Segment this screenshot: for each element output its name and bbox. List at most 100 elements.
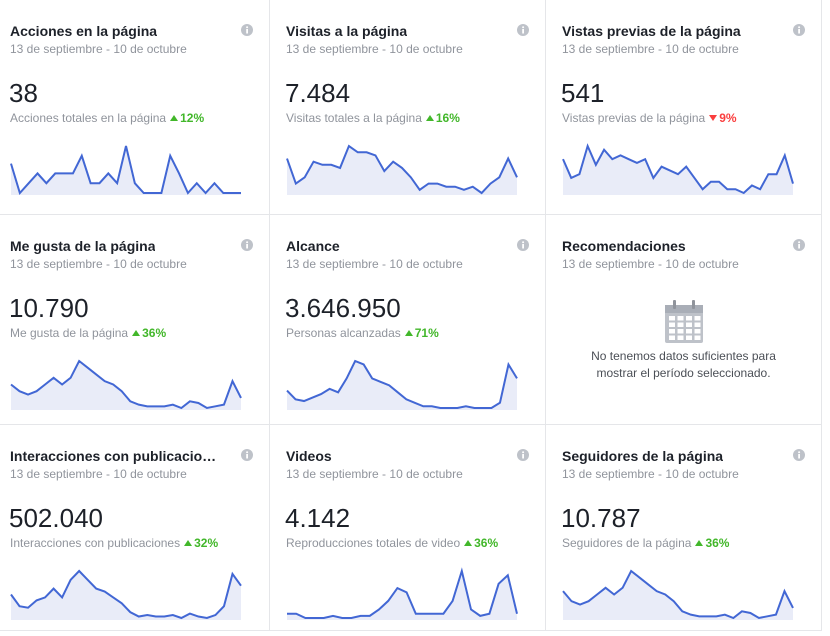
card-title: Videos bbox=[286, 448, 332, 464]
metric-name: Personas alcanzadas bbox=[286, 326, 401, 340]
change-arrow bbox=[132, 330, 141, 336]
card-date: 13 de septiembre - 10 de octubre bbox=[562, 257, 739, 271]
sparkline-line bbox=[10, 569, 242, 620]
card: Interacciones con publicacio… 13 de septi… bbox=[0, 425, 270, 631]
change: 32% bbox=[184, 536, 218, 550]
sparkline bbox=[287, 567, 518, 620]
sparkline-area bbox=[287, 361, 517, 410]
sparkline-area bbox=[11, 146, 241, 195]
change-percent: 32% bbox=[194, 536, 219, 550]
change: 9% bbox=[709, 111, 737, 125]
change-percent: 12% bbox=[180, 111, 205, 125]
sparkline-line bbox=[562, 143, 794, 195]
metric-name: Seguidores de la página bbox=[562, 536, 692, 550]
metric-name: Me gusta de la página bbox=[10, 326, 129, 340]
card-date: 13 de septiembre - 10 de octubre bbox=[562, 467, 739, 481]
metric-name: Vistas previas de la página bbox=[562, 111, 706, 125]
change: 36% bbox=[464, 536, 498, 550]
card-date: 13 de septiembre - 10 de octubre bbox=[10, 42, 187, 56]
info-icon bbox=[517, 239, 529, 251]
card-date: 13 de septiembre - 10 de octubre bbox=[286, 257, 463, 271]
metric-label: Visitas totales a la página 16% bbox=[286, 111, 460, 125]
sparkline bbox=[10, 359, 242, 410]
info-icon bbox=[793, 239, 805, 251]
sparkline-area bbox=[11, 361, 241, 410]
sparkline-line bbox=[10, 145, 241, 195]
metric-value: 4.142 bbox=[285, 503, 351, 533]
metric-label: Reproducciones totales de video 36% bbox=[286, 536, 498, 550]
card-title: Visitas a la página bbox=[286, 23, 408, 39]
change-percent: 36% bbox=[705, 536, 730, 550]
sparkline-line bbox=[286, 144, 518, 195]
info-icon bbox=[241, 239, 253, 251]
metric-value: 541 bbox=[561, 78, 605, 108]
metric-name: Reproducciones totales de video bbox=[286, 536, 461, 550]
card: Acciones en la página 13 de septiembre - … bbox=[0, 0, 270, 215]
change: 36% bbox=[695, 536, 729, 550]
card-date: 13 de septiembre - 10 de octubre bbox=[286, 467, 463, 481]
metric-value: 38 bbox=[9, 78, 38, 108]
info-icon bbox=[793, 24, 805, 36]
message-line: No tenemos datos suficientes para bbox=[591, 349, 776, 363]
card-date: 13 de septiembre - 10 de octubre bbox=[10, 467, 187, 481]
metric-label: Interacciones con publicaciones 32% bbox=[10, 536, 218, 550]
card-title: Alcance bbox=[286, 238, 340, 254]
metric-value: 10.790 bbox=[9, 293, 89, 323]
change-percent: 36% bbox=[474, 536, 499, 550]
metric-label: Vistas previas de la página 9% bbox=[562, 111, 737, 125]
metric-name: Acciones totales en la página bbox=[10, 111, 167, 125]
sparkline bbox=[286, 144, 518, 195]
card-title: Acciones en la página bbox=[10, 23, 158, 39]
change-percent: 71% bbox=[414, 326, 439, 340]
metric-value: 3.646.950 bbox=[285, 293, 401, 323]
metric-value: 502.040 bbox=[9, 503, 103, 533]
card: Alcance 13 de septiembre - 10 de octubre 3… bbox=[270, 215, 546, 425]
change: 12% bbox=[170, 111, 204, 125]
card: Visitas a la página 13 de septiembre - 10… bbox=[270, 0, 546, 215]
info-icon bbox=[517, 449, 529, 461]
sparkline-line bbox=[287, 567, 518, 619]
change-percent: 16% bbox=[435, 111, 460, 125]
card-date: 13 de septiembre - 10 de octubre bbox=[286, 42, 463, 56]
info-icon bbox=[793, 449, 805, 461]
card: Recomendaciones 13 de septiembre - 10 de … bbox=[546, 215, 822, 425]
metric-value: 7.484 bbox=[285, 78, 351, 108]
metric-name: Visitas totales a la página bbox=[286, 111, 422, 125]
card-title: Vistas previas de la página bbox=[562, 23, 741, 39]
change-percent: 36% bbox=[142, 326, 167, 340]
calendar-icon bbox=[665, 300, 703, 343]
sparkline-area bbox=[11, 571, 241, 620]
metric-label: Acciones totales en la página 12% bbox=[10, 111, 204, 125]
sparkline-line bbox=[562, 569, 794, 620]
change: 36% bbox=[132, 326, 166, 340]
empty-message: No tenemos datos suficientes para mostrar… bbox=[562, 348, 805, 382]
sparkline-line bbox=[10, 359, 242, 410]
change-arrow bbox=[695, 540, 704, 546]
change-arrow bbox=[404, 330, 413, 336]
metric-name: Interacciones con publicaciones bbox=[10, 536, 181, 550]
card: Vistas previas de la página 13 de septiem… bbox=[546, 0, 822, 215]
metric-label: Personas alcanzadas 71% bbox=[286, 326, 439, 340]
card-title: Interacciones con publicacio… bbox=[10, 448, 217, 464]
change: 71% bbox=[404, 326, 439, 340]
sparkline-area bbox=[563, 571, 793, 620]
change-percent: 9% bbox=[719, 111, 737, 125]
card: Seguidores de la página 13 de septiembre … bbox=[546, 425, 822, 631]
sparkline bbox=[286, 359, 518, 410]
sparkline bbox=[562, 143, 794, 195]
change-arrow bbox=[425, 115, 434, 121]
metric-value: 10.787 bbox=[561, 503, 641, 533]
metric-label: Me gusta de la página 36% bbox=[10, 326, 166, 340]
card-date: 13 de septiembre - 10 de octubre bbox=[10, 257, 187, 271]
card: Me gusta de la página 13 de septiembre - … bbox=[0, 215, 270, 425]
change-arrow bbox=[170, 115, 179, 121]
info-icon bbox=[241, 24, 253, 36]
change-arrow bbox=[184, 540, 193, 546]
change: 16% bbox=[425, 111, 460, 125]
sparkline bbox=[10, 569, 242, 620]
change-arrow bbox=[709, 115, 718, 121]
info-icon bbox=[517, 24, 529, 36]
info-icon bbox=[241, 449, 253, 461]
